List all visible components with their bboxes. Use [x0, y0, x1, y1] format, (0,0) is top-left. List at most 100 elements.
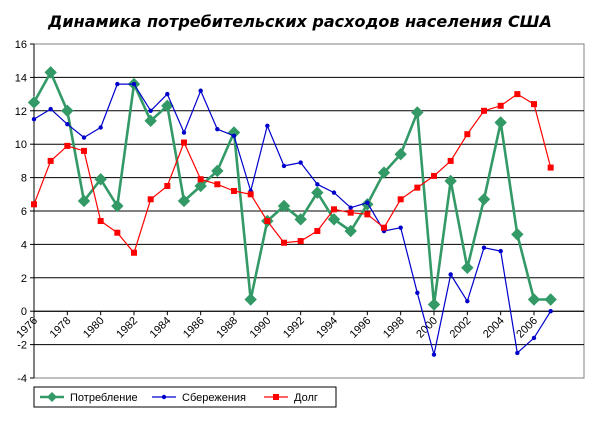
data-point: [64, 142, 71, 149]
data-point: [94, 173, 107, 186]
data-point: [548, 309, 553, 314]
data-point: [214, 181, 221, 188]
data-point: [177, 194, 191, 208]
data-point: [148, 108, 153, 114]
data-point: [144, 114, 157, 128]
series-3: [31, 91, 554, 256]
y-tick-label: 14: [15, 72, 27, 84]
y-tick-label: -2: [17, 340, 27, 352]
data-point: [294, 213, 307, 226]
data-point: [481, 245, 487, 250]
data-point: [114, 229, 121, 236]
data-point: [197, 176, 204, 183]
y-tick-label: 8: [21, 173, 27, 185]
data-point: [81, 135, 87, 140]
data-point: [181, 139, 187, 146]
data-point: [431, 172, 437, 179]
legend-box: [33, 386, 337, 408]
data-point: [381, 224, 387, 231]
y-tick-label: 6: [21, 206, 27, 218]
data-point: [364, 211, 371, 218]
data-point: [464, 131, 471, 138]
data-point: [265, 123, 270, 129]
data-point: [311, 186, 324, 199]
y-tick-label: -4: [17, 373, 27, 385]
data-point: [31, 201, 37, 208]
series-line: [33, 83, 552, 356]
data-point: [515, 350, 520, 356]
data-point: [314, 228, 321, 235]
data-point: [281, 239, 287, 246]
data-point: [531, 101, 537, 108]
data-point: [181, 130, 187, 135]
data-point: [444, 174, 457, 188]
grid: [33, 43, 585, 379]
y-tick-label: 10: [15, 139, 27, 151]
data-point: [231, 187, 237, 194]
data-point: [247, 191, 254, 198]
data-point: [211, 164, 224, 178]
data-point: [547, 164, 554, 171]
data-point: [231, 133, 237, 139]
data-point: [194, 179, 207, 193]
data-point: [244, 293, 257, 306]
data-point: [331, 206, 337, 213]
data-point: [298, 160, 303, 165]
data-point: [544, 293, 557, 306]
data-point: [465, 298, 470, 304]
data-point: [398, 225, 403, 230]
chart-title: Динамика потребительских расходов населе…: [47, 12, 552, 31]
data-point: [297, 238, 304, 245]
y-tick-label: 12: [15, 106, 27, 118]
legend-entry: Потребление: [40, 392, 138, 404]
data-point: [27, 96, 41, 109]
data-point: [427, 298, 441, 311]
series-2: [31, 81, 553, 357]
data-point: [511, 228, 524, 241]
data-point: [215, 126, 220, 132]
data-point: [98, 125, 103, 130]
data-point: [264, 218, 271, 225]
data-point: [448, 272, 453, 277]
data-point: [97, 218, 104, 225]
data-point: [327, 213, 341, 226]
data-point: [111, 199, 124, 213]
data-point: [77, 194, 91, 208]
legend-marker: [161, 394, 167, 400]
legend-entry: Сбережения: [152, 392, 246, 404]
data-point: [414, 184, 421, 191]
data-point: [31, 116, 37, 122]
data-point: [115, 81, 120, 87]
legend-label: Сбережения: [182, 392, 246, 404]
data-point: [477, 193, 491, 206]
data-point: [397, 196, 404, 203]
data-point: [281, 163, 287, 169]
data-point: [44, 66, 57, 79]
data-point: [498, 248, 503, 254]
data-point: [411, 106, 424, 119]
data-point: [531, 335, 537, 341]
data-point: [447, 157, 454, 164]
data-point: [131, 249, 137, 256]
legend-label: Потребление: [70, 392, 138, 404]
series-line: [32, 71, 551, 306]
data-point: [497, 102, 504, 109]
legend: Потребление Сбережения Долг: [33, 386, 337, 408]
y-tick-label: 2: [21, 273, 27, 285]
data-point: [131, 81, 137, 87]
data-point: [365, 200, 370, 205]
data-point: [527, 293, 541, 306]
series-group: [27, 66, 557, 357]
data-point: [494, 116, 507, 129]
legend-label: Долг: [294, 392, 318, 404]
data-point: [431, 352, 437, 357]
data-point: [61, 104, 74, 118]
data-point: [415, 290, 420, 296]
y-tick-label: 0: [21, 306, 27, 318]
data-point: [377, 166, 391, 179]
data-point: [165, 91, 170, 97]
y-tick-label: 16: [15, 39, 27, 51]
data-point: [198, 88, 203, 93]
